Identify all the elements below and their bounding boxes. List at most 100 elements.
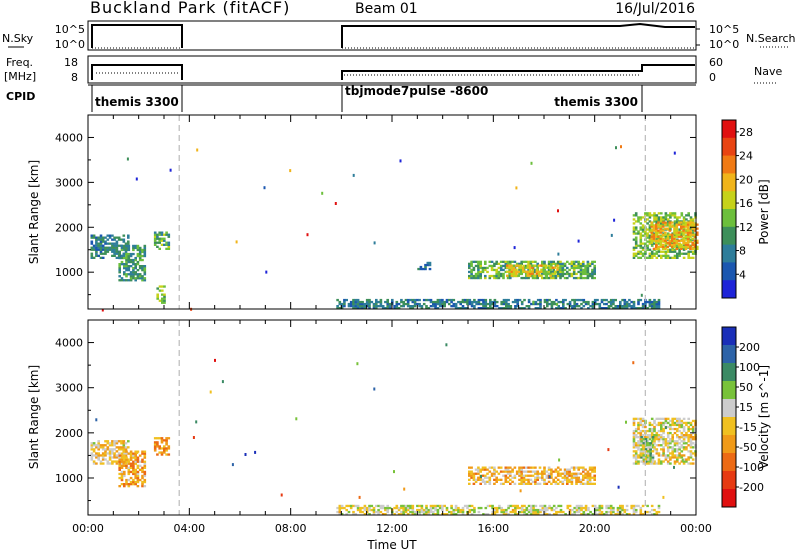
power-cell: [691, 232, 695, 235]
power-cell: [655, 252, 659, 255]
velocity-cell: [653, 429, 656, 433]
velocity-cell: [648, 429, 652, 433]
power-cell: [524, 266, 527, 269]
velocity-cell: [132, 480, 135, 484]
power-cell: [591, 274, 594, 278]
velocity-cell: [650, 446, 654, 449]
power-cell: [628, 302, 631, 306]
power-cell: [534, 268, 537, 272]
power-cell: [136, 260, 140, 264]
velocity-cell: [127, 472, 131, 476]
power-cell: [677, 221, 681, 224]
power-cell: [572, 268, 576, 272]
power-cell: [352, 305, 355, 308]
velocity-cell: [520, 480, 523, 483]
power-cell: [582, 264, 585, 268]
power-cell: [338, 300, 342, 304]
power-cell: [546, 302, 549, 306]
velocity-cell: [370, 508, 374, 512]
velocity-cell: [639, 506, 643, 510]
velocity-cell: [566, 478, 569, 481]
power-cell: [470, 276, 473, 280]
velocity-cell: [628, 513, 631, 516]
velocity-cell: [609, 510, 613, 514]
power-cell: [552, 276, 555, 280]
power-cell: [564, 307, 567, 310]
velocity-cell: [550, 470, 553, 473]
power-cell: [535, 268, 539, 271]
power-cell: [577, 264, 580, 268]
power-cell: [429, 300, 433, 304]
velocity-cell: [436, 504, 440, 508]
power-cell: [532, 302, 535, 306]
power-cell: [347, 302, 351, 306]
velocity-cell: [689, 462, 693, 465]
velocity-cell: [402, 504, 405, 508]
velocity-cell: [671, 438, 674, 441]
velocity-cell: [655, 450, 659, 453]
power-scatter-cell: [532, 300, 535, 304]
velocity-cell: [534, 508, 538, 512]
power-cell: [419, 265, 423, 269]
power-cell: [90, 246, 94, 249]
velocity-colorbar-label: Velocity [m s^-1]: [757, 365, 771, 469]
power-cell: [474, 260, 478, 263]
power-cell: [120, 244, 124, 248]
velocity-cell: [639, 423, 643, 427]
power-cell: [418, 305, 421, 308]
power-cell: [539, 307, 542, 310]
velocity-cell: [495, 478, 498, 481]
power-cell: [489, 298, 492, 302]
power-cell: [556, 268, 559, 271]
power-cell: [655, 239, 658, 242]
power-cell: [132, 271, 135, 274]
power-cell: [118, 250, 121, 254]
power-cell: [661, 243, 665, 246]
power-cell: [563, 268, 567, 272]
power-cell: [596, 302, 599, 306]
power-cell: [549, 274, 552, 277]
velocity-cell: [434, 513, 437, 516]
power-cell: [477, 274, 480, 278]
power-cell: [661, 229, 665, 232]
power-cell: [547, 270, 551, 274]
power-cell: [472, 268, 476, 272]
power-cell: [556, 262, 560, 265]
velocity-scatter-cell: [244, 453, 247, 456]
power-cell: [553, 270, 557, 273]
power-cell: [550, 276, 553, 280]
power-cell: [379, 302, 383, 306]
power-cell: [90, 248, 94, 251]
velocity-cell: [134, 483, 137, 486]
power-cell: [484, 298, 488, 302]
power-cell: [129, 271, 133, 274]
power-scatter-cell: [101, 308, 104, 312]
velocity-cell: [452, 513, 456, 516]
velocity-cell: [634, 510, 638, 514]
velocity-cell: [141, 458, 144, 461]
power-cell: [551, 266, 555, 269]
velocity-cell: [637, 417, 640, 420]
velocity-cell: [95, 454, 98, 457]
velocity-cell: [132, 478, 135, 482]
power-scatter-cell: [135, 177, 138, 181]
velocity-cell: [497, 478, 501, 481]
power-cell: [563, 264, 567, 268]
power-cell: [550, 270, 553, 274]
power-cell: [655, 250, 659, 253]
velocity-cell: [509, 510, 513, 514]
power-cell: [675, 235, 679, 238]
velocity-cell: [680, 421, 684, 425]
velocity-cell: [395, 510, 399, 514]
velocity-cell: [474, 480, 478, 483]
velocity-cell: [682, 417, 686, 420]
velocity-cell: [644, 450, 648, 453]
velocity-cell: [108, 458, 112, 461]
velocity-cell: [642, 438, 646, 441]
velocity-cell: [687, 434, 690, 437]
velocity-cell: [536, 476, 539, 479]
velocity-cell: [634, 434, 638, 437]
velocity-cell: [452, 508, 456, 512]
velocity-cell: [136, 456, 140, 459]
velocity-cell: [541, 472, 544, 475]
